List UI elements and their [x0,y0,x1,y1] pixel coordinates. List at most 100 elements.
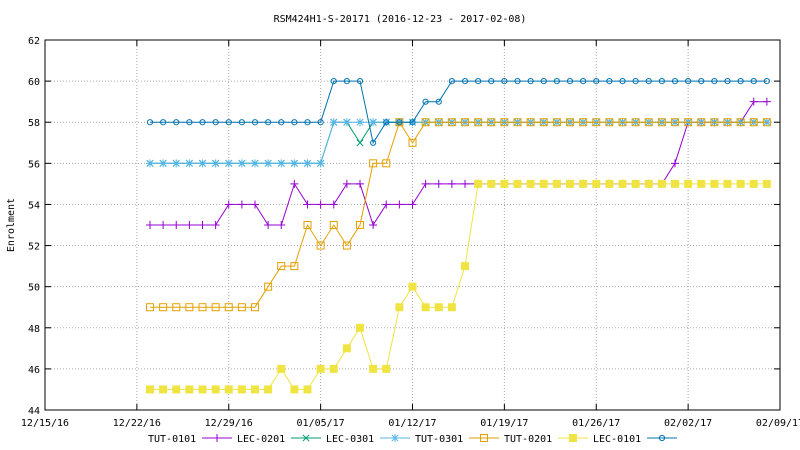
data-point [644,118,653,127]
data-point [316,200,325,209]
data-point [342,118,351,127]
data-point [409,119,416,126]
data-point [146,303,154,312]
data-point [277,159,286,168]
data-point [500,118,509,127]
data-point [434,118,443,127]
data-point [211,303,220,312]
data-point [329,118,338,127]
data-point [159,221,168,229]
data-point [212,119,219,126]
data-point [527,78,534,85]
data-point [277,364,286,373]
legend: TUT-0101 LEC-0201 LEC-0301 TUT-0301 TUT-0201… [148,434,677,445]
data-point [632,78,639,85]
data-point [329,221,338,229]
data-point [487,179,496,188]
data-point [198,303,207,312]
data-point [251,200,259,209]
data-point [290,262,299,271]
data-point [172,221,181,229]
data-point [382,364,391,373]
data-point [539,118,548,127]
data-point [631,179,640,188]
data-point [762,179,771,188]
x-tick-label: 01/19/17 [480,418,528,429]
data-point [737,78,744,85]
data-point [645,78,652,85]
data-point [580,78,587,85]
legend-swatch-marker [480,434,488,442]
data-point [408,200,417,209]
data-point [592,118,601,127]
data-point [290,159,299,168]
data-point [329,364,338,373]
data-point [303,221,312,229]
data-point [671,159,679,168]
data-point [618,179,627,188]
data-point [750,78,757,85]
data-point [159,385,168,394]
data-point [317,119,324,126]
data-point [356,221,364,229]
data-point [487,118,496,127]
data-point [211,385,220,394]
data-point [605,179,614,188]
data-point [356,78,364,85]
data-point [434,303,443,312]
data-point [316,159,325,168]
data-point [763,78,770,85]
data-point [211,159,220,168]
data-point [593,78,600,85]
data-point [199,119,206,126]
series-lec-0101 [146,78,770,146]
data-point [657,179,666,188]
data-point [160,119,167,126]
x-tick-label: 02/02/17 [664,418,712,429]
data-point [684,118,693,127]
legend-label: LEC-0201 [237,434,285,445]
series-tut-0201 [146,179,771,394]
data-point [421,179,430,188]
data-point [198,385,207,394]
data-point [711,78,718,85]
data-point [185,303,194,312]
data-point [644,179,653,188]
data-point [710,118,719,127]
data-point [237,200,246,209]
y-tick-label: 62 [28,36,40,47]
data-point [685,78,692,85]
data-point [185,221,194,229]
data-point [251,119,259,126]
data-point [736,118,745,127]
data-point [540,78,547,85]
data-point [697,179,706,188]
data-point [172,159,181,168]
data-point [278,119,285,126]
data-point [225,119,232,126]
legend-swatch-marker [658,434,666,442]
data-point [159,159,168,168]
data-point [566,179,574,188]
data-point [264,385,273,394]
y-tick-label: 48 [28,324,40,335]
data-point [447,303,456,312]
data-point [395,200,404,209]
y-tick-label: 56 [28,159,40,170]
data-point [605,118,614,127]
data-point [356,179,364,188]
data-point [447,118,456,127]
data-point [434,179,443,188]
data-point [566,118,574,127]
data-point [304,119,311,126]
data-point [356,139,364,147]
data-point [173,119,180,126]
data-point [224,200,233,209]
data-point [146,385,154,394]
data-point [749,179,758,188]
data-point [224,385,233,394]
data-point [146,119,154,126]
data-point [566,78,574,85]
data-point [342,179,351,188]
